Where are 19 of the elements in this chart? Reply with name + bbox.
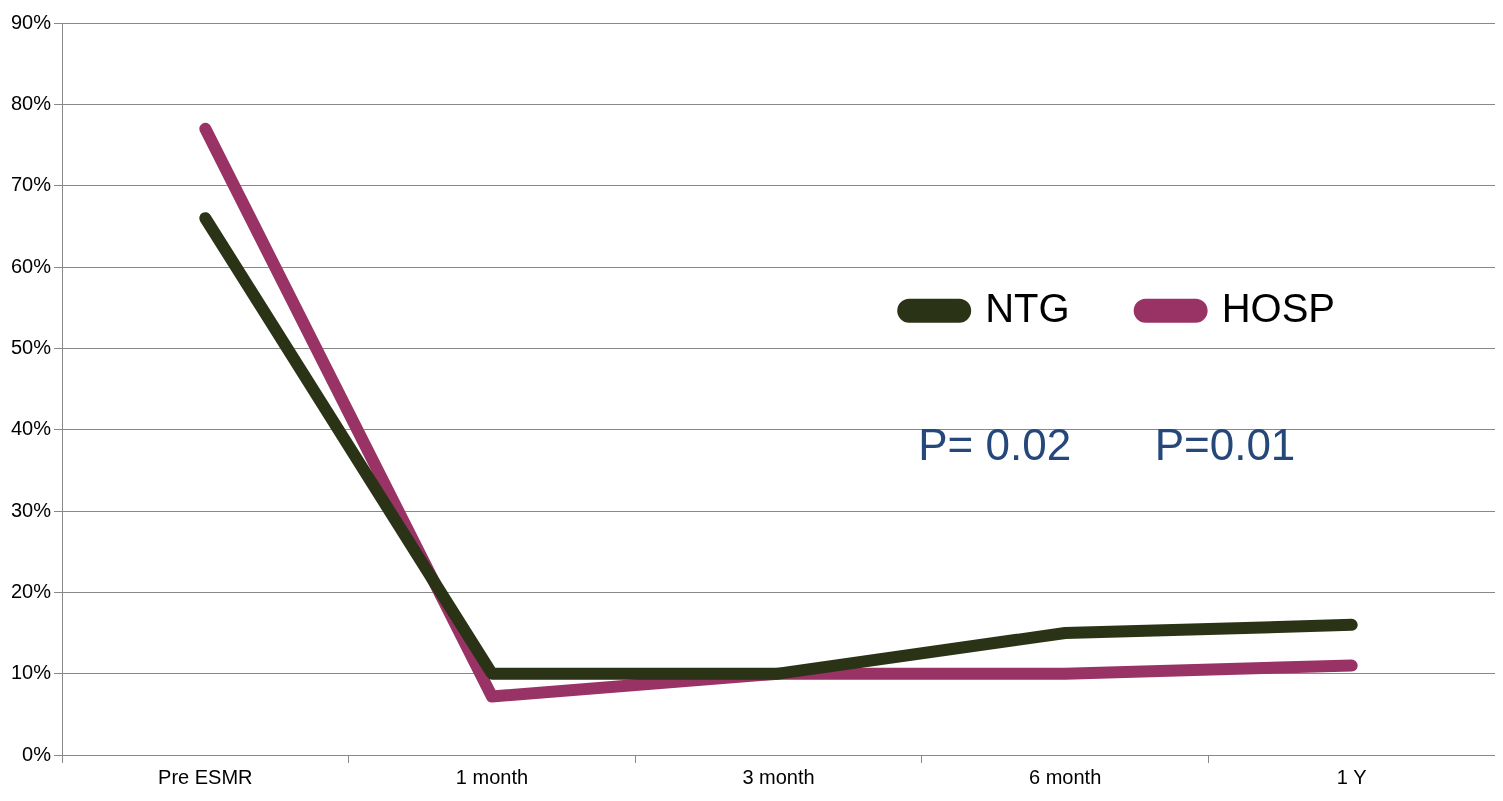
y-tick-label: 50%	[11, 335, 52, 358]
x-tick-label: 6 month	[1028, 765, 1102, 788]
y-tick-label: 30%	[11, 498, 52, 521]
y-tick-label: 0%	[22, 742, 52, 765]
y-tick-label: 80%	[11, 91, 52, 114]
legend-label: NTG	[985, 285, 1070, 330]
y-tick-label: 10%	[11, 661, 52, 684]
y-tick-label: 70%	[11, 173, 52, 196]
y-tick-label: 40%	[11, 417, 52, 440]
y-tick-label: 20%	[11, 579, 52, 602]
legend-label: HOSP	[1221, 285, 1335, 330]
y-tick-label: 60%	[11, 254, 52, 277]
y-tick-label: 90%	[11, 10, 52, 33]
x-tick-label: 1 month	[455, 765, 529, 788]
annotation: P=0.01	[1154, 419, 1296, 469]
x-tick-label: Pre ESMR	[158, 765, 253, 788]
annotation: P= 0.02	[918, 419, 1072, 469]
x-tick-label: 3 month	[742, 765, 815, 788]
x-tick-label: 1 Y	[1336, 765, 1367, 788]
